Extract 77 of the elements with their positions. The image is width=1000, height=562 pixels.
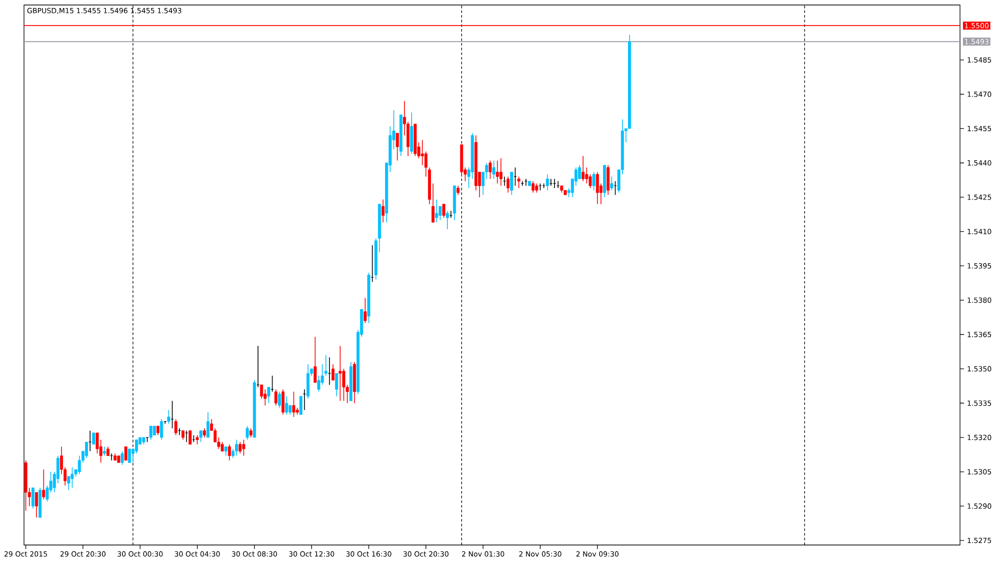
candlestick bbox=[31, 487, 34, 509]
candlestick bbox=[610, 176, 614, 191]
candlestick bbox=[102, 446, 106, 456]
candlestick bbox=[288, 405, 292, 415]
candlestick bbox=[520, 180, 524, 186]
candlestick bbox=[196, 434, 199, 445]
candlestick bbox=[188, 430, 192, 445]
candlestick bbox=[238, 442, 242, 454]
candlestick bbox=[592, 172, 596, 191]
candlestick bbox=[456, 185, 460, 196]
candlestick bbox=[106, 446, 110, 456]
candlestick bbox=[149, 426, 152, 440]
candlestick bbox=[156, 426, 160, 436]
candlestick bbox=[181, 430, 184, 440]
candlestick bbox=[446, 210, 449, 230]
candlestick bbox=[199, 430, 202, 442]
candlestick bbox=[88, 430, 92, 452]
candlestick bbox=[220, 442, 224, 452]
candlestick bbox=[85, 442, 88, 458]
candlestick bbox=[35, 492, 38, 518]
candlestick bbox=[582, 156, 585, 182]
candlestick bbox=[506, 176, 510, 194]
candlestick bbox=[302, 389, 306, 410]
candlestick bbox=[160, 418, 164, 440]
candlestick bbox=[492, 160, 496, 180]
candlestick bbox=[488, 160, 492, 180]
candlestick bbox=[335, 372, 338, 397]
candlestick bbox=[278, 391, 281, 408]
candlestick bbox=[78, 455, 81, 474]
candlestick bbox=[224, 446, 228, 456]
candlestick bbox=[152, 426, 156, 436]
candlestick bbox=[124, 446, 128, 461]
candlestick bbox=[442, 204, 446, 218]
candlestick bbox=[235, 439, 238, 456]
candlestick bbox=[435, 199, 438, 223]
candlestick bbox=[396, 132, 399, 161]
candlestick bbox=[249, 428, 252, 438]
candlestick bbox=[292, 391, 296, 418]
candlestick bbox=[585, 167, 588, 184]
candlestick bbox=[546, 174, 549, 191]
candlestick bbox=[299, 396, 302, 415]
candlestick bbox=[128, 448, 131, 464]
candlestick bbox=[535, 183, 538, 194]
candlestick bbox=[167, 410, 170, 424]
candlestick bbox=[246, 426, 249, 440]
candlestick bbox=[532, 180, 535, 194]
candlestick bbox=[228, 444, 231, 461]
candlestick bbox=[314, 336, 317, 383]
candlestick bbox=[306, 364, 310, 399]
candlestick bbox=[449, 210, 452, 218]
candlestick bbox=[42, 469, 46, 500]
candlestick bbox=[338, 346, 342, 402]
candlestick bbox=[510, 172, 514, 196]
candlestick bbox=[606, 164, 610, 196]
candlestick bbox=[553, 178, 556, 188]
candlestick bbox=[174, 418, 178, 436]
candlestick bbox=[282, 389, 284, 415]
candlestick bbox=[332, 364, 335, 381]
candlestick bbox=[285, 396, 288, 415]
candlestick bbox=[364, 297, 367, 324]
candlestick bbox=[92, 432, 96, 445]
candlestick bbox=[120, 450, 124, 466]
candlestick bbox=[549, 178, 552, 186]
candlestick bbox=[496, 160, 499, 184]
candlestick bbox=[267, 386, 270, 404]
candlestick bbox=[596, 172, 599, 204]
candlestick bbox=[70, 466, 74, 488]
candlestick bbox=[382, 199, 385, 223]
candlestick bbox=[517, 176, 520, 188]
candlestick bbox=[202, 428, 206, 438]
candlestick bbox=[499, 158, 502, 186]
candlestick bbox=[324, 354, 328, 376]
candlestick bbox=[135, 439, 138, 454]
candlestick bbox=[206, 412, 210, 438]
candlestick bbox=[274, 389, 278, 406]
candlestick bbox=[242, 439, 246, 456]
candlestick bbox=[420, 140, 424, 166]
